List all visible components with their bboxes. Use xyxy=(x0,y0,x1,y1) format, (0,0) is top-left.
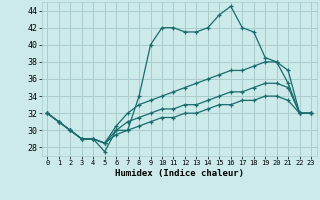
X-axis label: Humidex (Indice chaleur): Humidex (Indice chaleur) xyxy=(115,169,244,178)
